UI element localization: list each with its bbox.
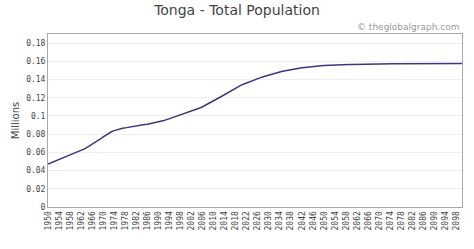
svg-text:1986: 1986 [143, 211, 152, 230]
svg-text:1998: 1998 [176, 211, 185, 230]
svg-text:2058: 2058 [342, 211, 351, 230]
svg-text:2062: 2062 [353, 211, 362, 230]
svg-text:© theglobalgraph.com: © theglobalgraph.com [357, 22, 460, 32]
svg-text:Millions: Millions [10, 102, 21, 139]
svg-text:1958: 1958 [66, 211, 75, 230]
svg-text:0.1: 0.1 [31, 112, 46, 121]
svg-text:0.04: 0.04 [26, 166, 45, 175]
svg-text:1982: 1982 [132, 211, 141, 230]
svg-text:2070: 2070 [375, 211, 384, 230]
svg-text:2006: 2006 [198, 211, 207, 230]
svg-text:2090: 2090 [430, 211, 439, 230]
svg-text:2082: 2082 [408, 211, 417, 230]
svg-text:0: 0 [41, 203, 46, 212]
svg-text:2002: 2002 [187, 211, 196, 230]
svg-text:1994: 1994 [165, 211, 174, 230]
svg-text:1990: 1990 [154, 211, 163, 230]
svg-text:0.08: 0.08 [26, 130, 45, 139]
svg-text:2010: 2010 [209, 211, 218, 230]
svg-text:2022: 2022 [242, 211, 251, 230]
svg-text:2086: 2086 [419, 211, 428, 230]
svg-text:2054: 2054 [331, 211, 340, 230]
svg-text:Tonga - Total Population: Tonga - Total Population [153, 2, 320, 18]
svg-text:1962: 1962 [77, 211, 86, 230]
svg-text:2066: 2066 [364, 211, 373, 230]
svg-text:1970: 1970 [99, 211, 108, 230]
svg-text:2042: 2042 [298, 211, 307, 230]
svg-text:2038: 2038 [286, 211, 295, 230]
svg-text:2014: 2014 [220, 211, 229, 230]
svg-text:2050: 2050 [320, 211, 329, 230]
svg-text:0.14: 0.14 [26, 75, 45, 84]
svg-text:2030: 2030 [264, 211, 273, 230]
svg-text:1978: 1978 [121, 211, 130, 230]
svg-text:0.02: 0.02 [26, 185, 45, 194]
svg-text:2046: 2046 [309, 211, 318, 230]
svg-text:2098: 2098 [452, 211, 461, 230]
svg-text:1954: 1954 [55, 211, 64, 230]
svg-text:0.16: 0.16 [26, 57, 45, 66]
svg-text:1974: 1974 [110, 211, 119, 230]
svg-text:0.12: 0.12 [26, 94, 45, 103]
svg-text:2094: 2094 [441, 211, 450, 230]
svg-text:1950: 1950 [44, 211, 53, 230]
svg-text:2026: 2026 [253, 211, 262, 230]
svg-text:0.06: 0.06 [26, 148, 45, 157]
svg-text:2078: 2078 [397, 211, 406, 230]
svg-text:0.18: 0.18 [26, 39, 45, 48]
svg-text:2074: 2074 [386, 211, 395, 230]
svg-text:1966: 1966 [88, 211, 97, 230]
svg-text:2034: 2034 [275, 211, 284, 230]
svg-text:2018: 2018 [231, 211, 240, 230]
